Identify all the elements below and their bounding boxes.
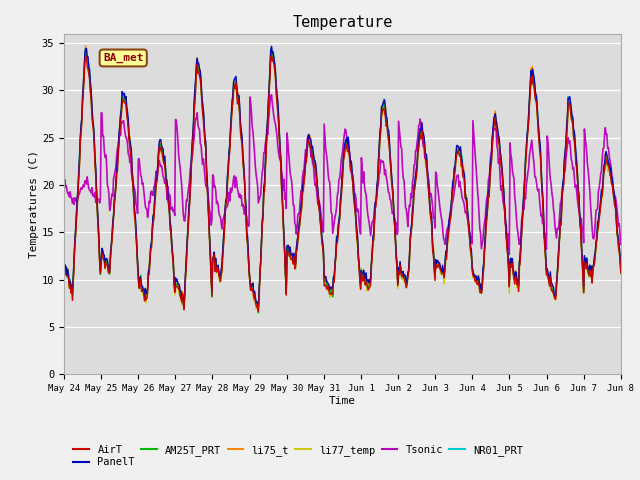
Legend: AirT, PanelT, AM25T_PRT, li75_t, li77_temp, Tsonic, NR01_PRT: AirT, PanelT, AM25T_PRT, li75_t, li77_te…: [69, 441, 527, 471]
Title: Temperature: Temperature: [292, 15, 392, 30]
Text: BA_met: BA_met: [103, 53, 143, 63]
X-axis label: Time: Time: [329, 396, 356, 406]
Y-axis label: Temperatures (C): Temperatures (C): [29, 150, 39, 258]
